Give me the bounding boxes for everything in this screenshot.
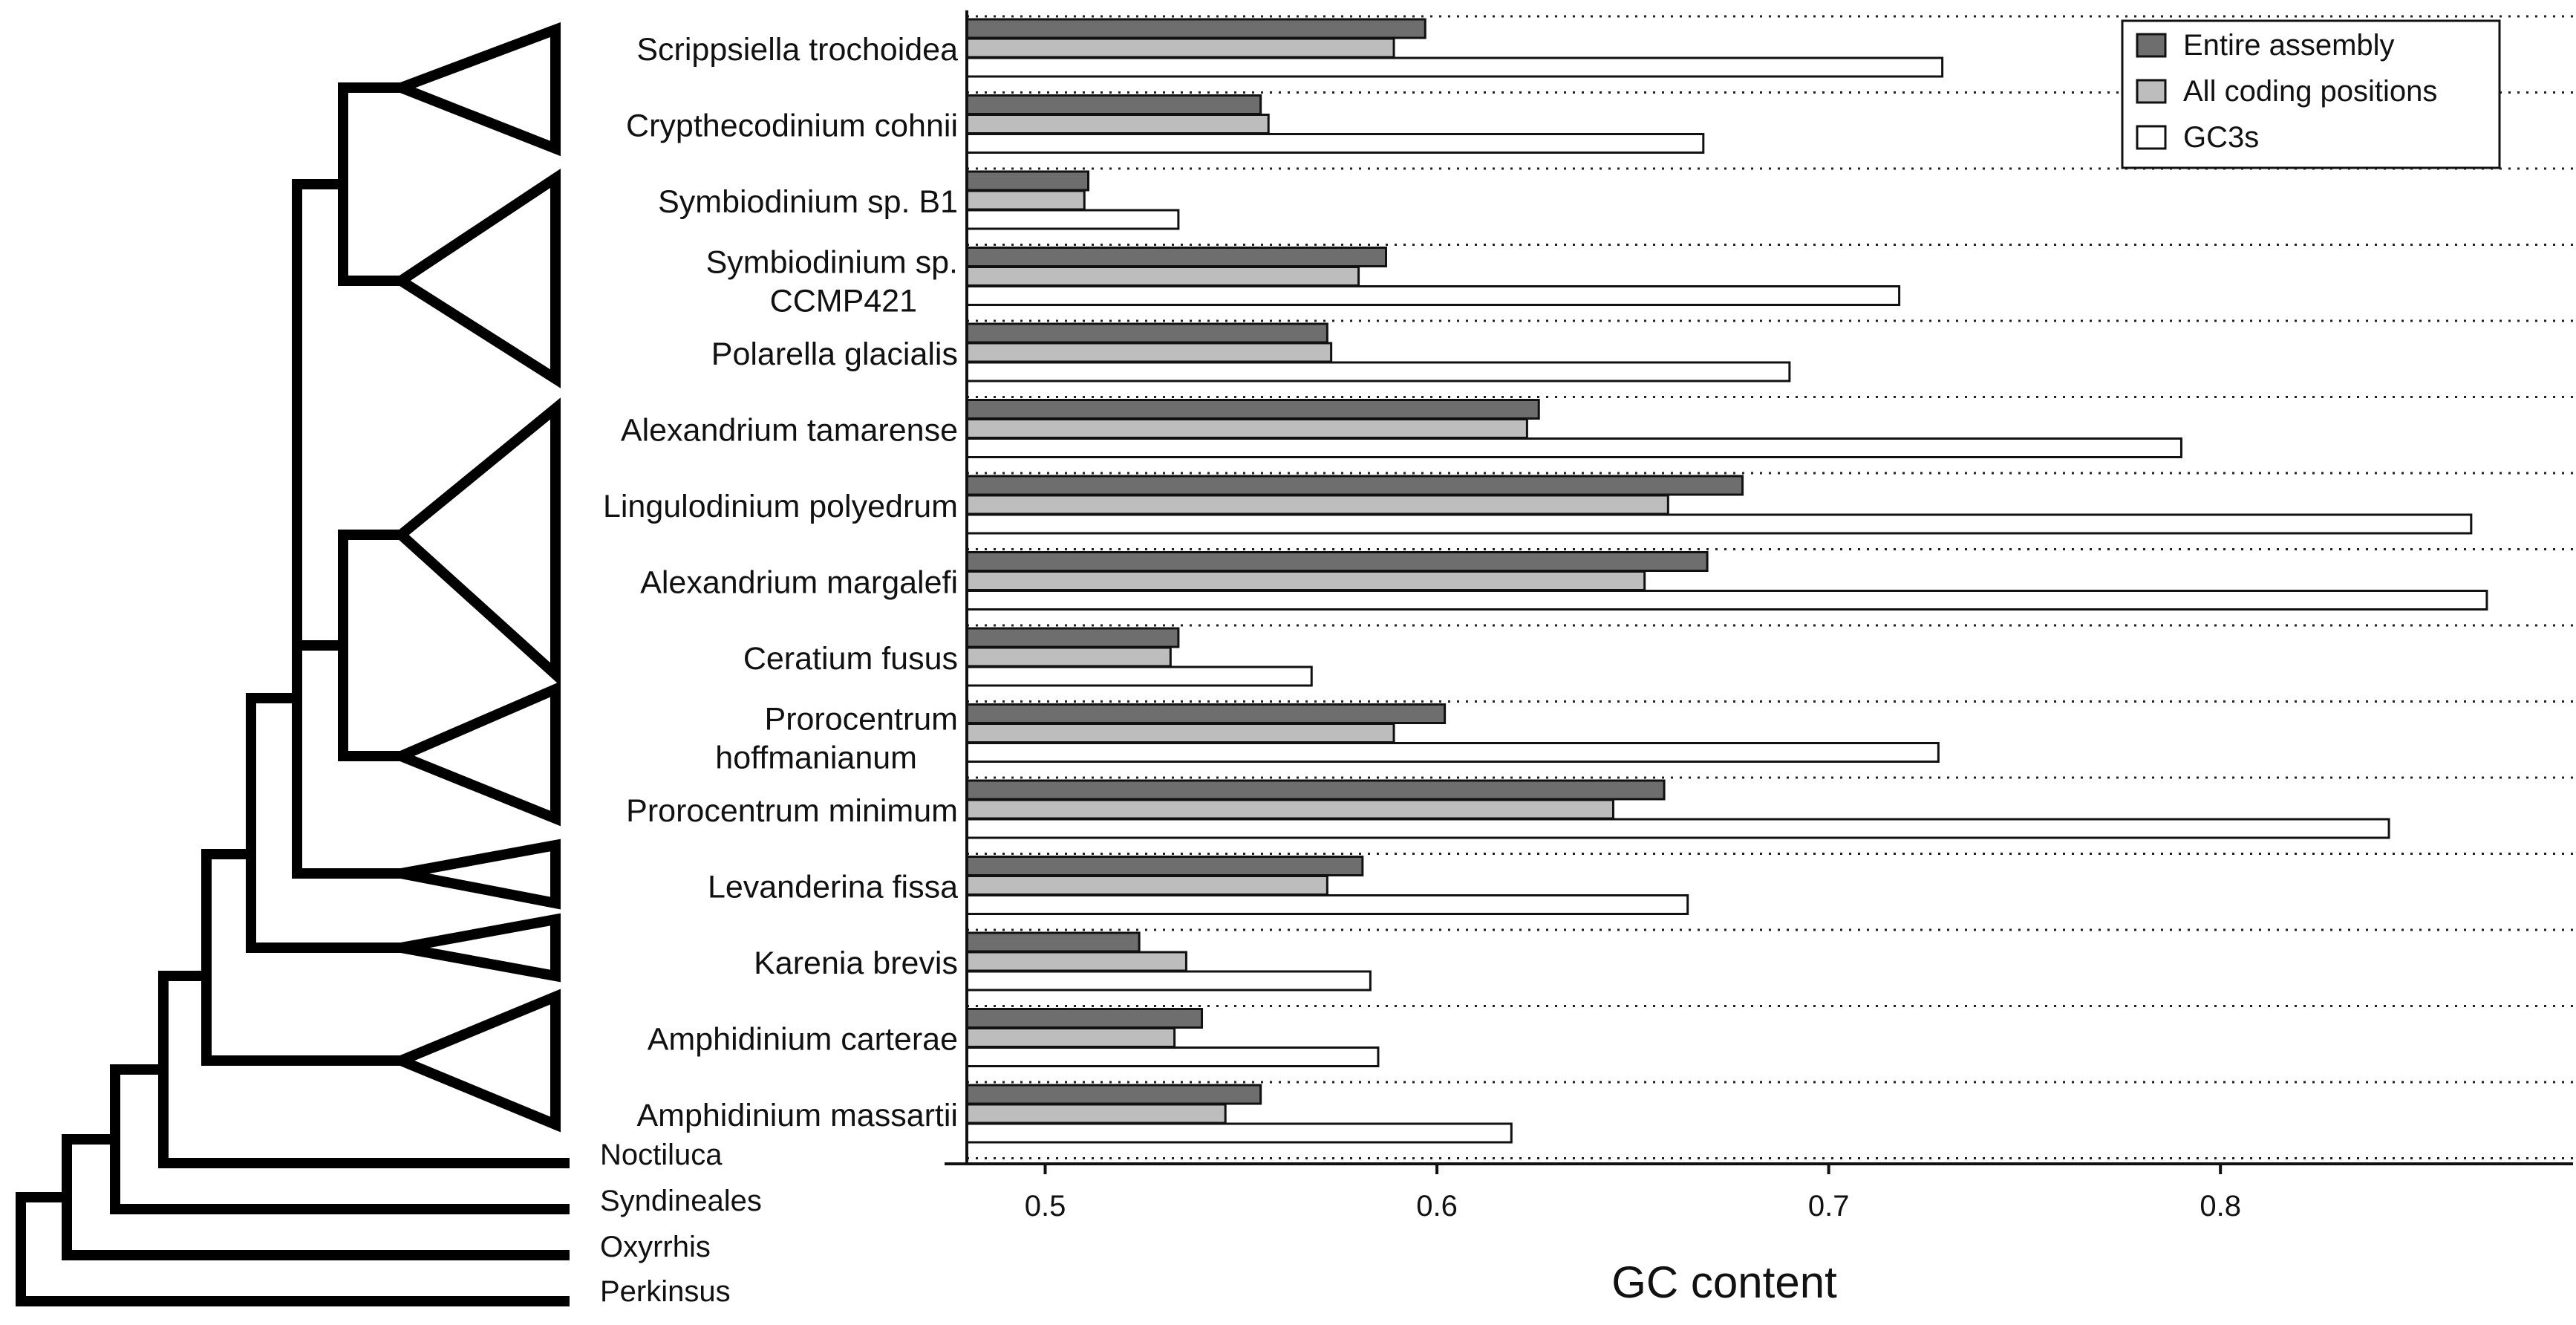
bar-gc3s — [965, 361, 1791, 382]
collapsed-clade-triangle — [400, 839, 561, 910]
bar-all-coding-positions — [965, 494, 1669, 515]
species-label: Symbiodinium sp. B1 — [658, 184, 958, 220]
collapsed-clade-triangle — [387, 989, 561, 1133]
legend-swatch — [2136, 79, 2167, 104]
species-label: hoffmanianum — [715, 740, 917, 776]
x-tick-label: 0.8 — [2200, 1190, 2241, 1223]
species-label: Levanderina fissa — [708, 870, 958, 905]
species-label: Crypthecodinium cohnii — [626, 108, 958, 144]
bar-all-coding-positions — [965, 266, 1360, 287]
outgroup-label: Oxyrrhis — [600, 1231, 711, 1263]
bar-all-coding-positions — [965, 570, 1646, 591]
bar-entire-assembly — [965, 475, 1744, 496]
x-tick-label: 0.5 — [1025, 1190, 1066, 1223]
bar-all-coding-positions — [965, 189, 1086, 211]
outgroup-label: Noctiluca — [600, 1139, 723, 1171]
legend-entry: All coding positions — [2183, 75, 2437, 108]
x-axis: 0.5 0.6 0.7 0.8 GC content — [945, 10, 2573, 1307]
species-label: Prorocentrum minimum — [626, 793, 958, 829]
bar-all-coding-positions — [965, 114, 1270, 134]
species-label: Ceratium fusus — [743, 641, 958, 677]
bar-gc3s — [965, 1122, 1513, 1144]
bar-all-coding-positions — [965, 418, 1528, 439]
legend-swatch — [2136, 33, 2167, 58]
bar-entire-assembly — [965, 1008, 1204, 1029]
species-label: Amphidinium massartii — [636, 1098, 958, 1133]
bar-entire-assembly — [965, 322, 1328, 344]
collapsed-clade-triangle — [387, 681, 561, 827]
bar-gc3s — [965, 665, 1313, 687]
bar-entire-assembly — [965, 94, 1262, 115]
bar-gc3s — [965, 970, 1372, 992]
legend-swatch — [2136, 125, 2167, 150]
species-labels: Scrippsiella trochoidea Crypthecodinium c… — [600, 32, 958, 1308]
bar-gc3s — [965, 285, 1901, 306]
bar-all-coding-positions — [965, 875, 1328, 896]
outgroup-label: Syndineales — [600, 1185, 762, 1217]
grid-lines — [967, 15, 2573, 1159]
bar-gc3s — [965, 894, 1689, 915]
legend-box — [2121, 19, 2501, 169]
legend-entry: Entire assembly — [2183, 29, 2395, 62]
x-axis-title: GC content — [1611, 1257, 1837, 1307]
bar-all-coding-positions — [965, 342, 1333, 363]
bar-entire-assembly — [965, 856, 1364, 876]
bar-gc3s — [965, 1046, 1380, 1067]
legend-entry: GC3s — [2183, 121, 2259, 154]
collapsed-clade-triangle — [391, 168, 561, 388]
bar-gc3s — [965, 437, 2182, 458]
bar-entire-assembly — [965, 551, 1709, 572]
bar-gc3s — [965, 209, 1180, 230]
bar-all-coding-positions — [965, 1027, 1176, 1048]
species-label: Scrippsiella trochoidea — [636, 32, 958, 68]
bar-entire-assembly — [965, 1084, 1262, 1105]
bar-all-coding-positions — [965, 1103, 1227, 1124]
bar-all-coding-positions — [965, 37, 1395, 59]
species-label: Polarella glacialis — [711, 336, 958, 372]
bar-all-coding-positions — [965, 646, 1172, 668]
species-label: Alexandrium margalefi — [640, 565, 958, 601]
collapsed-clade-triangle — [400, 913, 561, 983]
bar-all-coding-positions — [965, 723, 1395, 743]
x-tick-label: 0.7 — [1808, 1190, 1850, 1223]
legend: Entire assembly All coding positions GC3s — [2121, 19, 2501, 169]
species-label: Lingulodinium polyedrum — [603, 489, 958, 524]
bar-gc3s — [965, 56, 1944, 78]
species-label: Prorocentrum — [765, 702, 958, 738]
species-label: CCMP421 — [770, 284, 917, 319]
bar-entire-assembly — [965, 399, 1540, 420]
bar-entire-assembly — [965, 170, 1090, 192]
species-label: Karenia brevis — [754, 945, 958, 981]
bar-entire-assembly — [965, 779, 1666, 801]
species-label: Symbiodinium sp. — [706, 245, 958, 281]
bars — [965, 18, 2488, 1144]
bar-entire-assembly — [965, 247, 1387, 267]
outgroup-label: Perkinsus — [600, 1275, 731, 1308]
bar-entire-assembly — [965, 18, 1426, 39]
bar-entire-assembly — [965, 627, 1180, 648]
bar-all-coding-positions — [965, 951, 1187, 972]
species-label: Amphidinium carterae — [648, 1022, 958, 1058]
bar-gc3s — [965, 513, 2473, 535]
species-label: Alexandrium tamarense — [621, 413, 958, 449]
phylogenetic-tree — [16, 22, 570, 1306]
bar-entire-assembly — [965, 703, 1447, 724]
bar-all-coding-positions — [965, 798, 1614, 820]
bar-gc3s — [965, 742, 1940, 763]
bar-gc3s — [965, 818, 2390, 839]
collapsed-clade-triangle — [393, 397, 561, 686]
bar-gc3s — [965, 590, 2488, 611]
x-tick-label: 0.6 — [1416, 1190, 1458, 1223]
bar-gc3s — [965, 133, 1705, 154]
collapsed-clade-triangle — [386, 22, 561, 157]
bar-entire-assembly — [965, 931, 1141, 953]
